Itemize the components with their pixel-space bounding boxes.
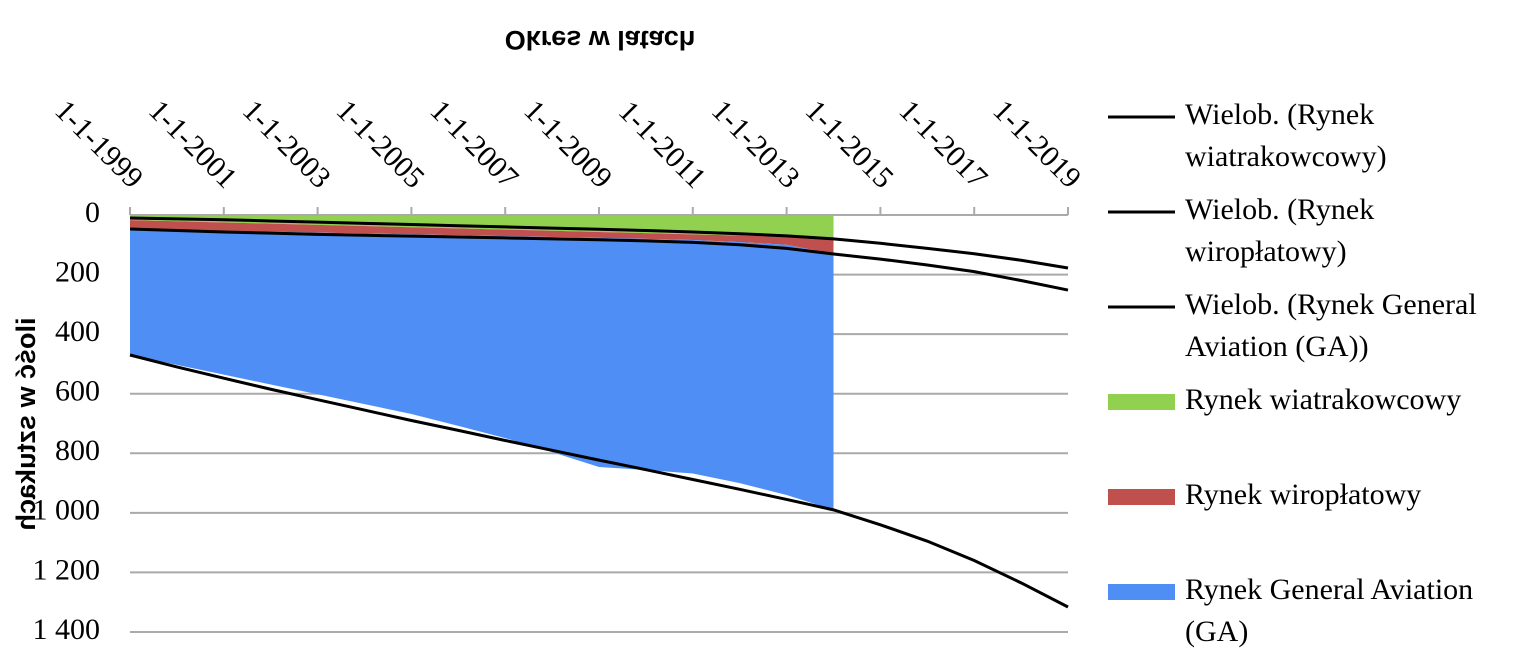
legend-label: Wielob. (Rynek wiatrakowcowy)	[1185, 98, 1387, 173]
legend-swatch	[1108, 584, 1175, 600]
y-tick-label: 1 200	[33, 553, 101, 586]
x-tick-label: 1-1-2011	[612, 95, 712, 195]
y-tick-label: 200	[55, 255, 100, 288]
x-tick-label: 1-1-2017	[893, 94, 994, 195]
trend-line	[129, 227, 1069, 292]
y-tick-label: 1 400	[33, 613, 101, 646]
y-tick-label: 0	[85, 196, 100, 229]
x-axis-title: Okres w latach	[505, 25, 696, 55]
legend-swatch	[1108, 394, 1175, 410]
legend-swatch	[1108, 489, 1175, 505]
x-tick-label: 1-1-2005	[330, 94, 431, 195]
legend-label: Rynek General Aviation (GA)	[1185, 573, 1473, 648]
y-tick-label: 800	[55, 434, 100, 467]
y-axis-title: ilość w sztukach	[11, 317, 41, 530]
legend-label: Rynek wiropłatowy	[1185, 478, 1421, 511]
trend-line	[129, 216, 1069, 270]
y-tick-label: 1 000	[33, 494, 101, 527]
legend-label: Rynek wiatrakowcowy	[1185, 383, 1461, 416]
trend-line	[129, 353, 1069, 609]
x-tick-label: 1-1-2009	[517, 94, 618, 195]
x-tick-label: 1-1-2013	[705, 94, 806, 195]
legend-label: Wielob. (Rynek wiropłatowy)	[1185, 193, 1374, 268]
x-tick-label: 1-1-2019	[986, 94, 1087, 195]
y-tick-label: 600	[55, 375, 100, 408]
x-tick-label: 1-1-1999	[48, 94, 149, 195]
y-tick-label: 400	[55, 315, 100, 348]
x-tick-label: 1-1-2007	[424, 94, 525, 195]
x-tick-label: 1-1-2015	[799, 94, 900, 195]
chart-body: Okres w latach ilość w sztukach 0 200 400 6…	[11, 25, 1477, 648]
legend-label: Wielob. (Rynek General Aviation (GA))	[1185, 288, 1477, 363]
x-tick-label: 1-1-2003	[236, 94, 337, 195]
area	[130, 228, 834, 510]
area	[130, 220, 834, 255]
x-tick-label: 1-1-2001	[142, 94, 243, 195]
